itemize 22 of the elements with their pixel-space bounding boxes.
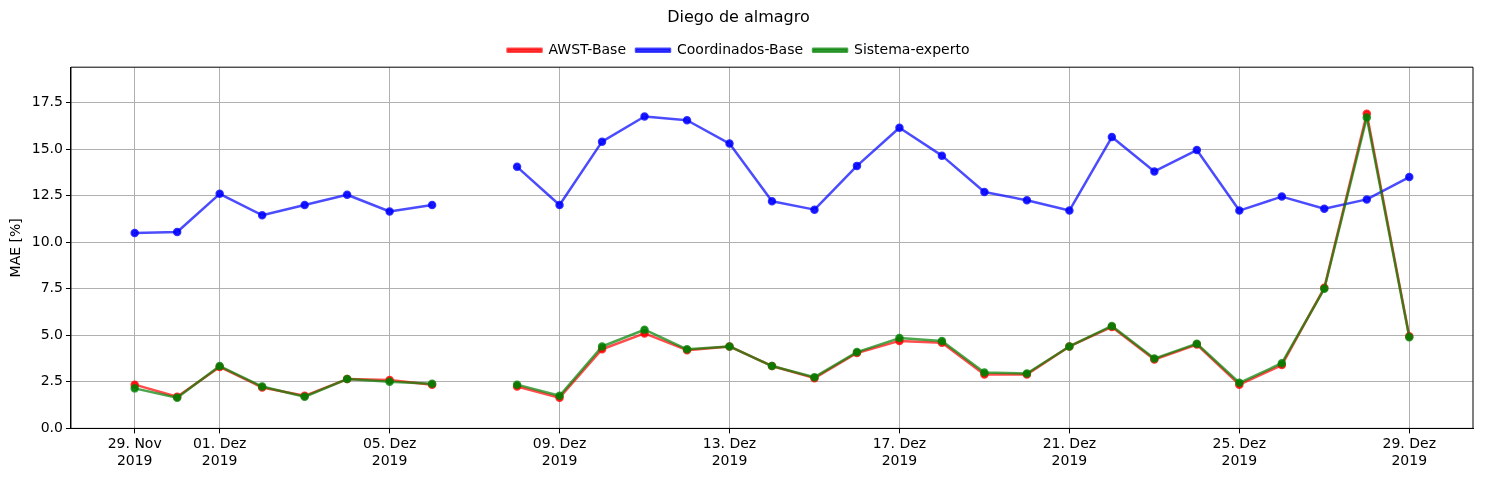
x-tick-label: 01. Dez 2019 [192, 435, 247, 469]
y-tick-label: 17.5 [31, 93, 63, 110]
y-axis-title: MAE [%] [7, 218, 24, 278]
y-tick-label: 7.5 [40, 279, 63, 296]
x-tick-label: 17. Dez 2019 [872, 435, 927, 469]
legend-label: AWST-Base [548, 40, 627, 57]
x-tick-label: 29. Dez 2019 [1382, 435, 1437, 469]
x-tick-label: 09. Dez 2019 [532, 435, 587, 469]
y-tick-label: 2.5 [40, 372, 63, 389]
chart-title: Diego de almagro [667, 6, 810, 26]
x-tick-label: 25. Dez 2019 [1212, 435, 1267, 469]
y-tick-label: 0.0 [40, 419, 63, 436]
x-tick-label: 13. Dez 2019 [702, 435, 757, 469]
legend-label: Coordinados-Base [677, 40, 804, 57]
x-tick-label: 29. Nov 2019 [107, 435, 162, 469]
y-tick-label: 10.0 [31, 232, 63, 249]
y-tick-label: 12.5 [31, 186, 63, 203]
legend-label: Sistema-experto [854, 40, 970, 57]
x-tick-label: 05. Dez 2019 [362, 435, 417, 469]
y-tick-label: 5.0 [40, 325, 63, 342]
x-tick-label: 21. Dez 2019 [1042, 435, 1097, 469]
y-tick-label: 15.0 [31, 139, 63, 156]
